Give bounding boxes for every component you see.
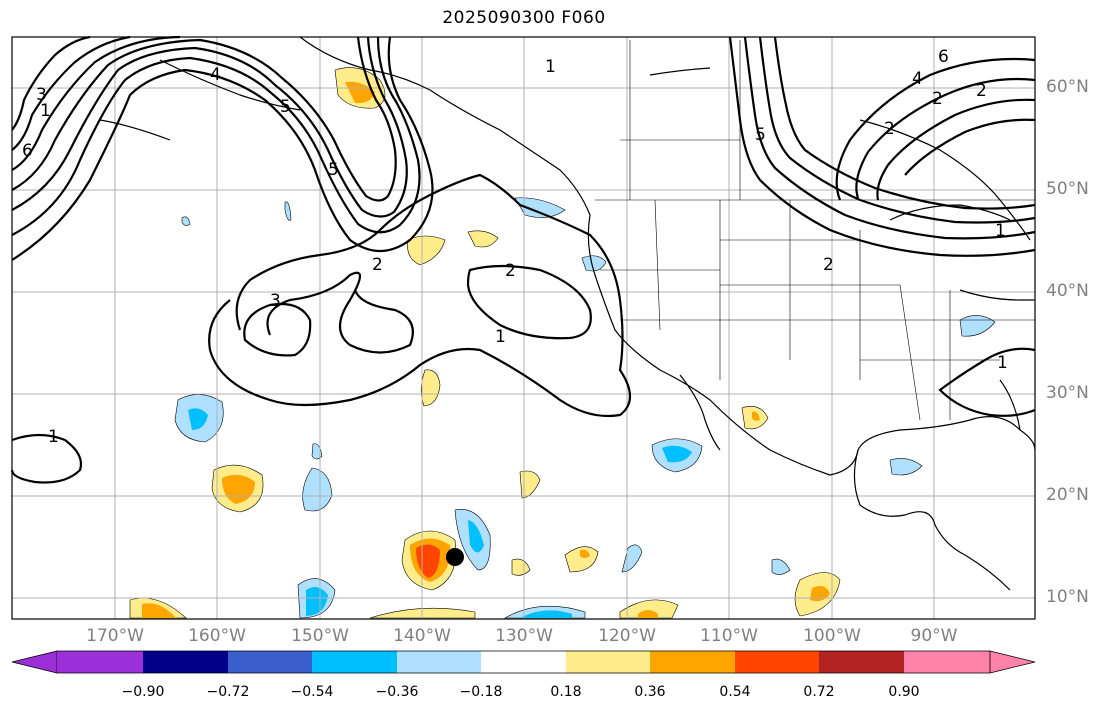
map-title: 2025090300 F060 — [442, 8, 606, 28]
contour-label: 6 — [22, 141, 33, 161]
contour-label: 2 — [372, 255, 383, 275]
colorbar-extend-low — [11, 650, 58, 674]
contour-label: 4 — [912, 69, 923, 89]
contour-label: 5 — [328, 160, 339, 180]
contour-label: 1 — [997, 353, 1008, 373]
lat-tick-label: 60°N — [1046, 77, 1089, 97]
lon-tick-label: 150°W — [291, 626, 349, 646]
plot-frame — [11, 36, 1036, 620]
colorbar-segment — [650, 651, 735, 673]
contour-label: 1 — [995, 221, 1006, 241]
lon-tick-label: 120°W — [598, 626, 656, 646]
colorbar-segment — [735, 651, 819, 673]
colorbar-segment — [904, 651, 990, 673]
contour-label: 3 — [36, 85, 47, 105]
colorbar-label: 0.36 — [634, 684, 666, 700]
gridlines — [12, 37, 1035, 619]
lat-tick-label: 40°N — [1046, 281, 1089, 301]
contours — [10, 35, 1036, 484]
colorbar-label: 0.54 — [719, 684, 751, 700]
colorbar-label: 0.18 — [550, 684, 582, 700]
lon-tick-label: 140°W — [393, 626, 451, 646]
contour-label: 1 — [40, 101, 51, 121]
lon-tick-label: 130°W — [495, 626, 553, 646]
coastlines — [99, 36, 1036, 591]
colorbar-label: −0.36 — [375, 684, 419, 700]
colorbar-label: 0.90 — [888, 684, 920, 700]
storm-center-marker — [446, 548, 464, 566]
contour-label: 1 — [495, 327, 506, 347]
colorbar-label: −0.90 — [121, 684, 165, 700]
contour-label: 5 — [280, 97, 291, 117]
state-borders — [595, 40, 1035, 421]
contour-label: 3 — [270, 291, 281, 311]
contour-label: 2 — [505, 261, 516, 281]
colorbar-segment — [228, 651, 312, 673]
shaded-anomalies — [129, 67, 996, 619]
lon-tick-label: 110°W — [700, 626, 758, 646]
colorbar-segment — [143, 651, 228, 673]
contour-label: 5 — [755, 125, 766, 145]
lon-tick-label: 170°W — [86, 626, 144, 646]
contour-label: 2 — [976, 81, 987, 101]
colorbar-label: −0.18 — [459, 684, 503, 700]
lat-tick-label: 30°N — [1046, 383, 1089, 403]
contour-label: 1 — [545, 57, 556, 77]
lat-tick-label: 20°N — [1046, 485, 1089, 505]
colorbar — [11, 650, 1036, 674]
colorbar-segment — [397, 651, 481, 673]
colorbar-extend-high — [989, 650, 1036, 674]
contour-label: 6 — [938, 47, 949, 67]
lat-tick-label: 10°N — [1046, 587, 1089, 607]
contour-label: 1 — [48, 427, 59, 447]
lon-tick-label: 160°W — [188, 626, 246, 646]
lon-tick-label: 100°W — [803, 626, 861, 646]
contour-labels: 1 2 3 4 5 6 1 2 3 5 2 1 1 2 4 6 2 5 2 1 … — [22, 47, 1008, 447]
colorbar-label: 0.72 — [803, 684, 835, 700]
contour-label: 2 — [823, 255, 834, 275]
contour-label: 2 — [932, 89, 943, 109]
colorbar-segment — [481, 651, 566, 673]
lon-tick-label: 90°W — [910, 626, 958, 646]
lat-tick-label: 50°N — [1046, 179, 1089, 199]
colorbar-segment — [566, 651, 650, 673]
colorbar-segment — [57, 651, 143, 673]
contour-label: 2 — [884, 119, 895, 139]
colorbar-label: −0.72 — [206, 684, 250, 700]
colorbar-segment — [312, 651, 397, 673]
contour-label: 4 — [210, 65, 221, 85]
colorbar-segment — [819, 651, 904, 673]
colorbar-label: −0.54 — [290, 684, 334, 700]
